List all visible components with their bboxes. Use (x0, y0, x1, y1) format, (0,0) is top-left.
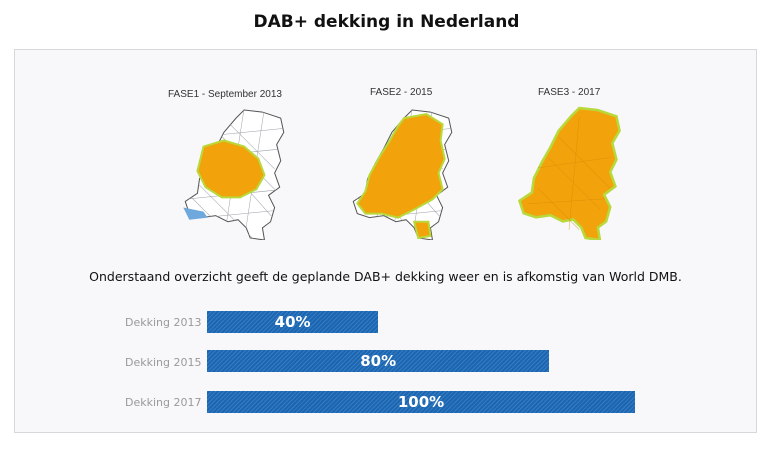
coverage-bar-2017: 100% (207, 391, 635, 413)
coverage-label-2017: Dekking 2017 (125, 396, 202, 409)
map-fase1-image (183, 109, 285, 240)
map-fase3-image (517, 106, 621, 240)
coverage-description: Onderstaand overzicht geeft de geplande … (89, 269, 682, 284)
coverage-bar-2013: 40% (207, 311, 379, 333)
map-label-fase3: FASE3 - 2017 (538, 87, 601, 98)
map-label-fase1: FASE1 - September 2013 (168, 89, 282, 100)
page-title: DAB+ dekking in Nederland (253, 12, 520, 32)
map-label-fase2: FASE2 - 2015 (370, 87, 433, 98)
coverage-panel: FASE1 - September 2013 FASE2 - 2015 FASE… (14, 49, 757, 433)
coverage-label-2013: Dekking 2013 (125, 316, 202, 329)
coverage-value-2015: 80% (360, 352, 397, 370)
coverage-value-2013: 40% (274, 313, 311, 331)
coverage-value-2017: 100% (397, 393, 445, 411)
coverage-label-2015: Dekking 2015 (125, 356, 202, 369)
coverage-bar-2015: 80% (207, 350, 550, 372)
map-fase2-image (352, 109, 453, 240)
